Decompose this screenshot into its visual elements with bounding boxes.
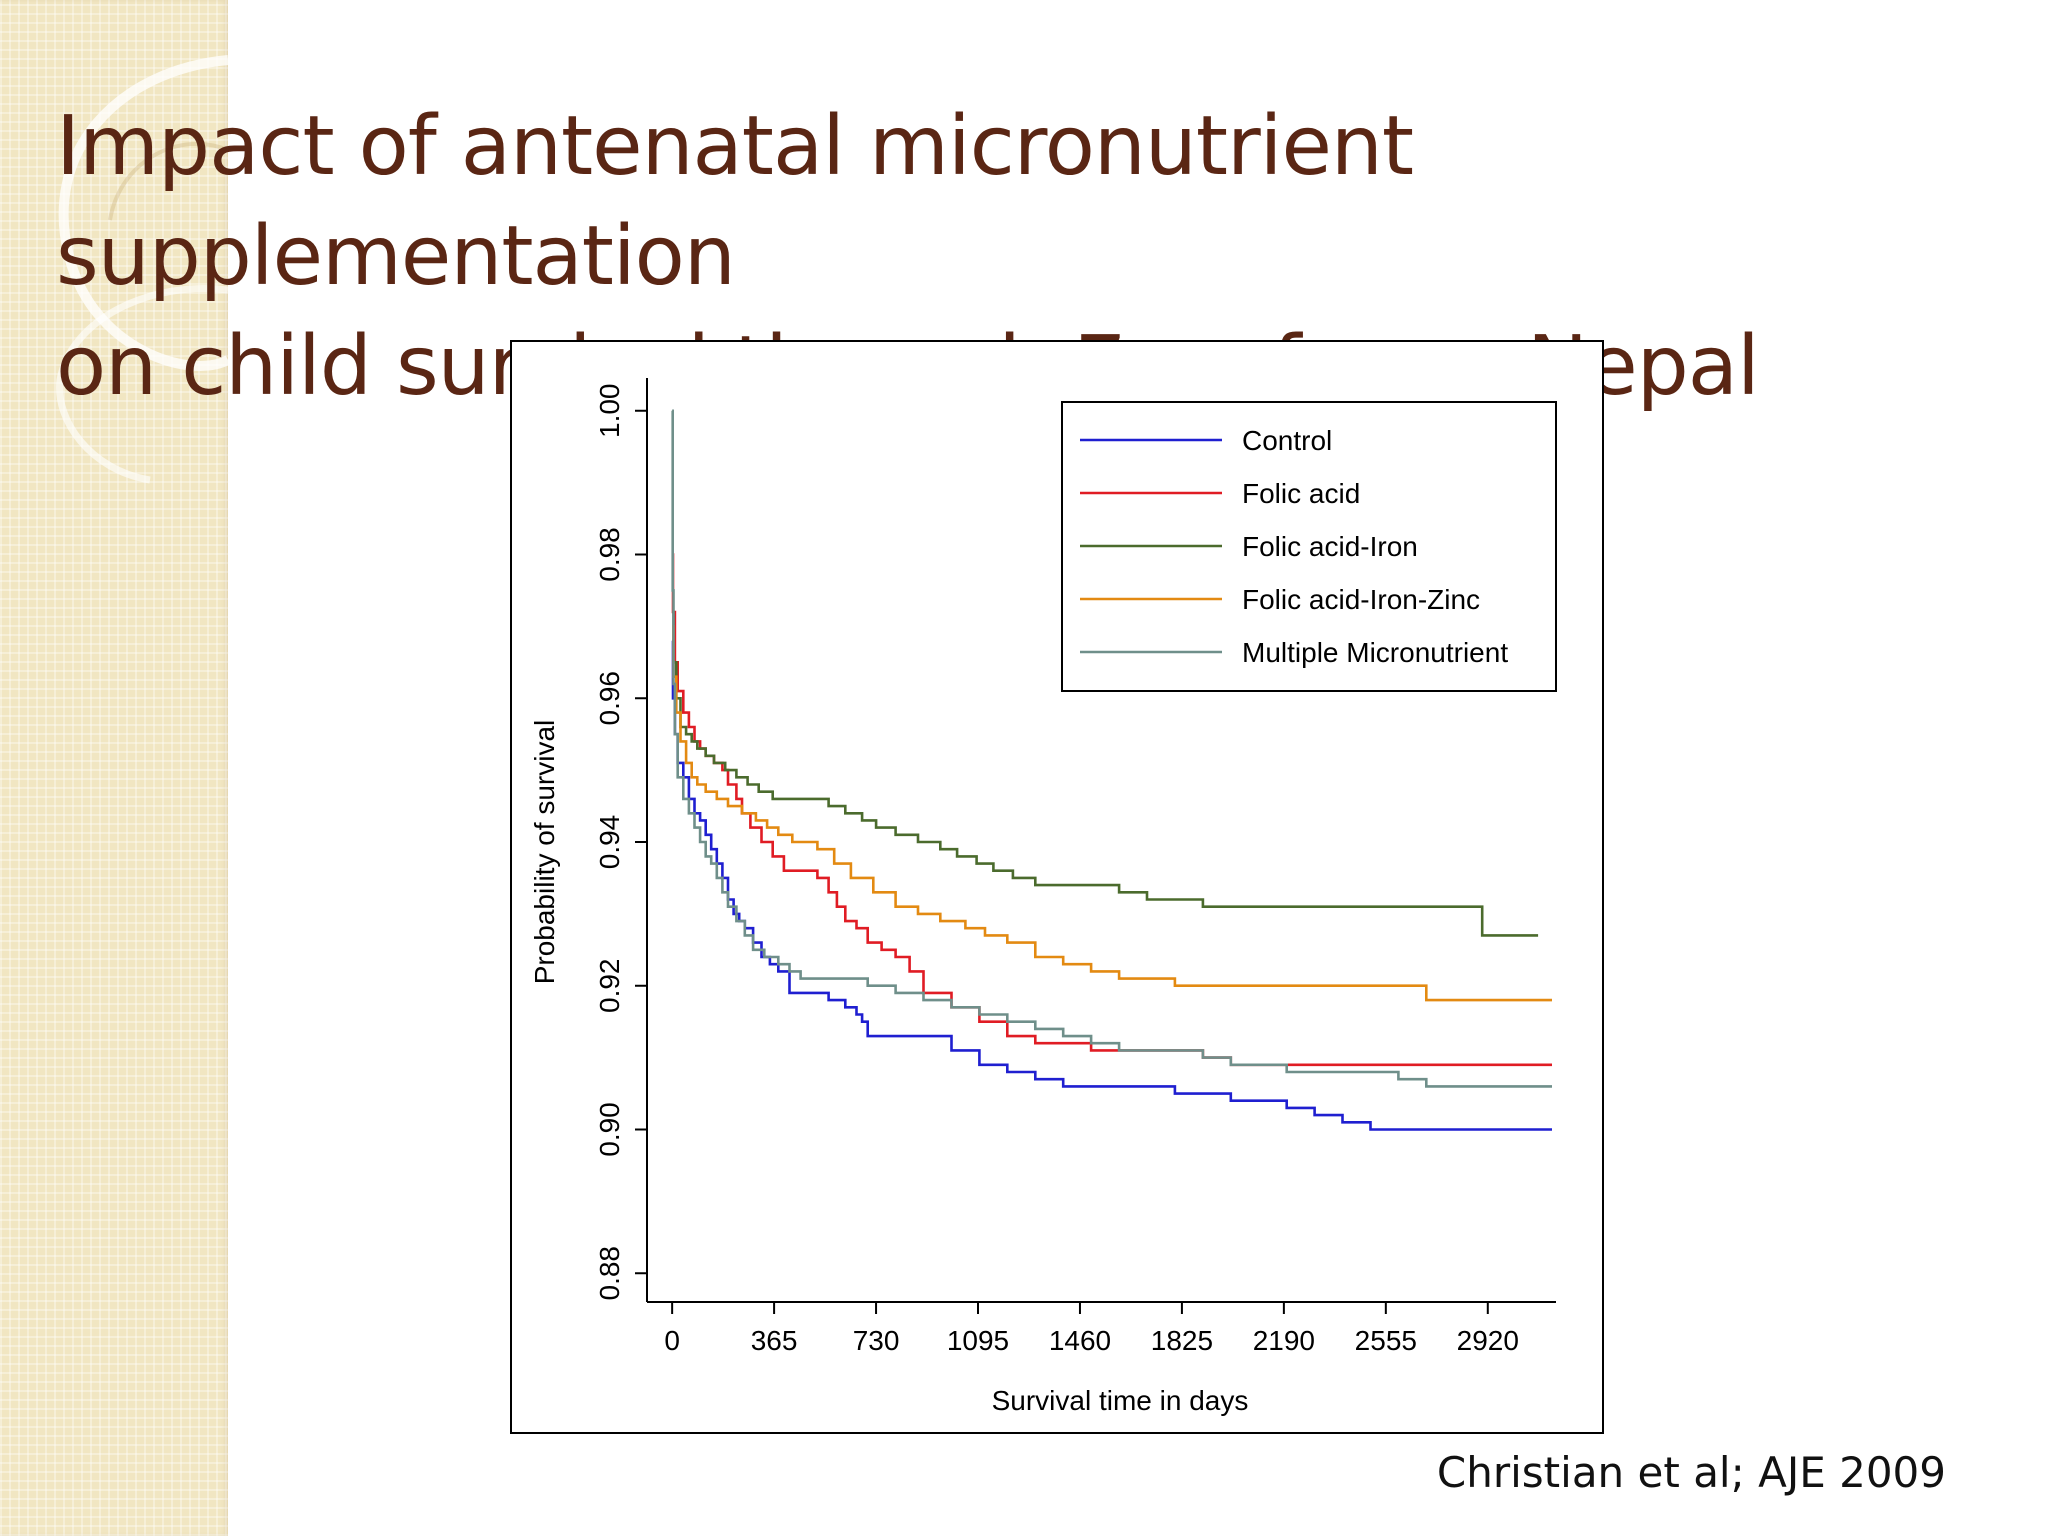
x-tick-label-2555: 2555 [1355,1325,1417,1356]
y-tick-label-1.00: 1.00 [594,384,625,439]
x-tick-label-0: 0 [664,1325,680,1356]
y-tick-label-0.96: 0.96 [594,671,625,726]
x-tick-label-730: 730 [853,1325,900,1356]
slide-title-line-1: Impact of antenatal micronutrient supple… [56,99,1414,304]
decorative-swirl [56,55,231,484]
y-tick-label-0.94: 0.94 [594,815,625,870]
decorative-side-band [0,0,228,1536]
legend-label-folic-acid-iron-zinc: Folic acid-Iron-Zinc [1242,584,1480,615]
chart-frame: 0 365 730 1095 1460 1825 2190 2555 2920 0.88 0.90 0… [510,340,1604,1434]
y-tick-label-0.92: 0.92 [594,959,625,1014]
x-tick-label-2190: 2190 [1253,1325,1315,1356]
x-axis-label: Survival time in days [992,1385,1249,1416]
y-tick-label-0.98: 0.98 [594,527,625,582]
legend-box [1061,401,1557,692]
y-axis-label: Probability of survival [529,720,560,985]
series-line-multiple-micronutrient [671,409,1552,1088]
survival-chart: 0 365 730 1095 1460 1825 2190 2555 2920 0.88 0.90 0… [529,378,1557,1416]
series-line-folic-acid-iron-zinc [672,625,1552,1002]
legend: Control Folic acid Folic acid-Iron Folic ac… [1061,401,1557,692]
legend-label-folic-acid: Folic acid [1242,478,1360,509]
x-tick-label-2920: 2920 [1457,1325,1519,1356]
citation: Christian et al; AJE 2009 [1436,1448,1946,1497]
x-tick-label-365: 365 [751,1325,798,1356]
series-line-control [671,639,1552,1131]
x-tick-label-1460: 1460 [1049,1325,1111,1356]
y-tick-label-0.88: 0.88 [594,1246,625,1301]
x-tick-label-1825: 1825 [1151,1325,1213,1356]
legend-label-folic-acid-iron: Folic acid-Iron [1242,531,1418,562]
series-line-folic-acid-iron [672,610,1539,937]
x-tick-label-1095: 1095 [947,1325,1009,1356]
series-line-folic-acid [671,553,1552,1067]
y-tick-label-0.90: 0.90 [594,1102,625,1157]
legend-label-multiple-micronutrient: Multiple Micronutrient [1242,637,1508,668]
legend-label-control: Control [1242,425,1332,456]
